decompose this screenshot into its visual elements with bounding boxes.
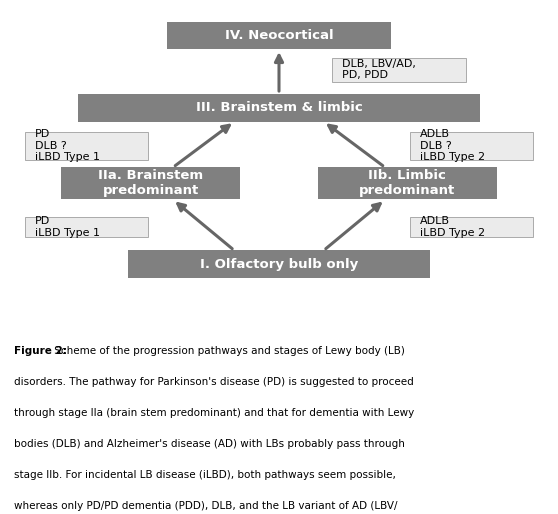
Text: through stage IIa (brain stem predominant) and that for dementia with Lewy: through stage IIa (brain stem predominan… bbox=[14, 408, 414, 417]
Text: DLB, LBV/AD,
PD, PDD: DLB, LBV/AD, PD, PDD bbox=[342, 59, 416, 81]
Text: Figure 2:: Figure 2: bbox=[14, 345, 67, 356]
Text: PD
DLB ?
iLBD Type 1: PD DLB ? iLBD Type 1 bbox=[35, 129, 100, 162]
FancyBboxPatch shape bbox=[0, 0, 558, 340]
Text: IV. Neocortical: IV. Neocortical bbox=[225, 29, 333, 42]
Text: Scheme of the progression pathways and stages of Lewy body (LB): Scheme of the progression pathways and s… bbox=[51, 345, 405, 356]
Text: ADLB
iLBD Type 2: ADLB iLBD Type 2 bbox=[420, 216, 485, 238]
FancyBboxPatch shape bbox=[332, 58, 466, 82]
FancyBboxPatch shape bbox=[167, 22, 391, 49]
Text: ADLB
DLB ?
iLBD Type 2: ADLB DLB ? iLBD Type 2 bbox=[420, 129, 485, 162]
Text: IIb. Limbic
predominant: IIb. Limbic predominant bbox=[359, 170, 455, 197]
FancyBboxPatch shape bbox=[25, 132, 148, 159]
Text: I. Olfactory bulb only: I. Olfactory bulb only bbox=[200, 258, 358, 271]
Text: bodies (DLB) and Alzheimer's disease (AD) with LBs probably pass through: bodies (DLB) and Alzheimer's disease (AD… bbox=[14, 438, 405, 449]
Text: III. Brainstem & limbic: III. Brainstem & limbic bbox=[196, 101, 362, 114]
Text: IIa. Brainstem
predominant: IIa. Brainstem predominant bbox=[98, 170, 203, 197]
Text: stage IIb. For incidental LB disease (iLBD), both pathways seem possible,: stage IIb. For incidental LB disease (iL… bbox=[14, 470, 396, 480]
FancyBboxPatch shape bbox=[61, 168, 240, 199]
FancyBboxPatch shape bbox=[410, 132, 533, 159]
Text: disorders. The pathway for Parkinson's disease (PD) is suggested to proceed: disorders. The pathway for Parkinson's d… bbox=[14, 377, 413, 387]
FancyBboxPatch shape bbox=[410, 217, 533, 237]
FancyBboxPatch shape bbox=[25, 217, 148, 237]
FancyBboxPatch shape bbox=[318, 168, 497, 199]
Text: PD
iLBD Type 1: PD iLBD Type 1 bbox=[35, 216, 100, 238]
FancyBboxPatch shape bbox=[128, 250, 430, 278]
FancyBboxPatch shape bbox=[78, 94, 480, 121]
Text: whereas only PD/PD dementia (PDD), DLB, and the LB variant of AD (LBV/: whereas only PD/PD dementia (PDD), DLB, … bbox=[14, 501, 397, 511]
